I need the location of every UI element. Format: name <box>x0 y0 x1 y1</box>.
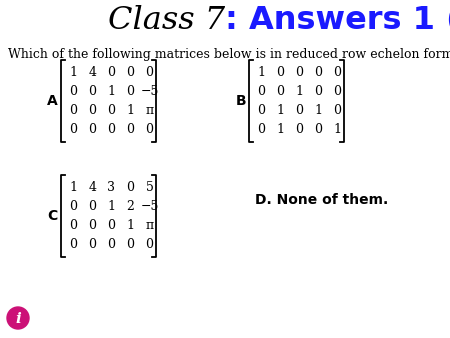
Text: 0: 0 <box>126 85 135 98</box>
Text: 0: 0 <box>69 200 77 213</box>
Text: 1: 1 <box>108 85 116 98</box>
Text: 1: 1 <box>296 85 303 98</box>
Text: 0: 0 <box>296 66 303 79</box>
Text: 0: 0 <box>69 85 77 98</box>
Text: 0: 0 <box>108 104 116 117</box>
Text: C: C <box>48 209 58 223</box>
Text: B: B <box>235 94 246 108</box>
Text: 5: 5 <box>145 181 153 194</box>
Text: i: i <box>15 312 21 326</box>
Text: 0: 0 <box>276 66 284 79</box>
Text: 0: 0 <box>89 104 96 117</box>
Text: 0: 0 <box>296 123 303 136</box>
Text: 0: 0 <box>315 123 323 136</box>
Text: 1: 1 <box>126 104 135 117</box>
Text: 0: 0 <box>89 200 96 213</box>
Text: 0: 0 <box>126 66 135 79</box>
Text: π: π <box>145 219 153 232</box>
Text: 0: 0 <box>69 123 77 136</box>
Text: 0: 0 <box>276 85 284 98</box>
Text: 0: 0 <box>108 219 116 232</box>
Text: 0: 0 <box>257 104 266 117</box>
Text: −5: −5 <box>140 200 159 213</box>
Text: 4: 4 <box>89 181 96 194</box>
Text: 1: 1 <box>276 104 284 117</box>
Text: 1: 1 <box>257 66 266 79</box>
Text: 0: 0 <box>145 238 153 251</box>
Text: 1: 1 <box>69 181 77 194</box>
Text: 0: 0 <box>69 104 77 117</box>
Text: 1: 1 <box>333 123 342 136</box>
Text: 3: 3 <box>108 181 116 194</box>
Text: 1: 1 <box>108 200 116 213</box>
Text: 0: 0 <box>126 123 135 136</box>
Text: 1: 1 <box>69 66 77 79</box>
Text: Class 7: Class 7 <box>108 5 225 36</box>
Text: 0: 0 <box>296 104 303 117</box>
Text: 0: 0 <box>89 123 96 136</box>
Text: 0: 0 <box>257 123 266 136</box>
Text: 1: 1 <box>315 104 323 117</box>
Text: π: π <box>145 104 153 117</box>
Text: 0: 0 <box>89 219 96 232</box>
Text: 0: 0 <box>89 85 96 98</box>
Text: 0: 0 <box>145 123 153 136</box>
Text: 0: 0 <box>108 66 116 79</box>
Text: 0: 0 <box>126 238 135 251</box>
Text: 2: 2 <box>126 200 135 213</box>
Text: 1: 1 <box>276 123 284 136</box>
Text: 0: 0 <box>333 104 342 117</box>
Text: 0: 0 <box>315 66 323 79</box>
Text: 0: 0 <box>126 181 135 194</box>
Circle shape <box>7 307 29 329</box>
Text: 1: 1 <box>126 219 135 232</box>
Text: A: A <box>47 94 58 108</box>
Text: 0: 0 <box>108 123 116 136</box>
Text: : Answers 1 (C): : Answers 1 (C) <box>225 5 450 36</box>
Text: 0: 0 <box>145 66 153 79</box>
Text: D. None of them.: D. None of them. <box>255 193 388 207</box>
Text: 0: 0 <box>333 85 342 98</box>
Text: 0: 0 <box>257 85 266 98</box>
Text: 0: 0 <box>69 238 77 251</box>
Text: 4: 4 <box>89 66 96 79</box>
Text: 0: 0 <box>89 238 96 251</box>
Text: 0: 0 <box>108 238 116 251</box>
Text: 0: 0 <box>315 85 323 98</box>
Text: Which of the following matrices below is in reduced row echelon form?: Which of the following matrices below is… <box>8 48 450 61</box>
Text: 0: 0 <box>69 219 77 232</box>
Text: 0: 0 <box>333 66 342 79</box>
Text: −5: −5 <box>140 85 159 98</box>
